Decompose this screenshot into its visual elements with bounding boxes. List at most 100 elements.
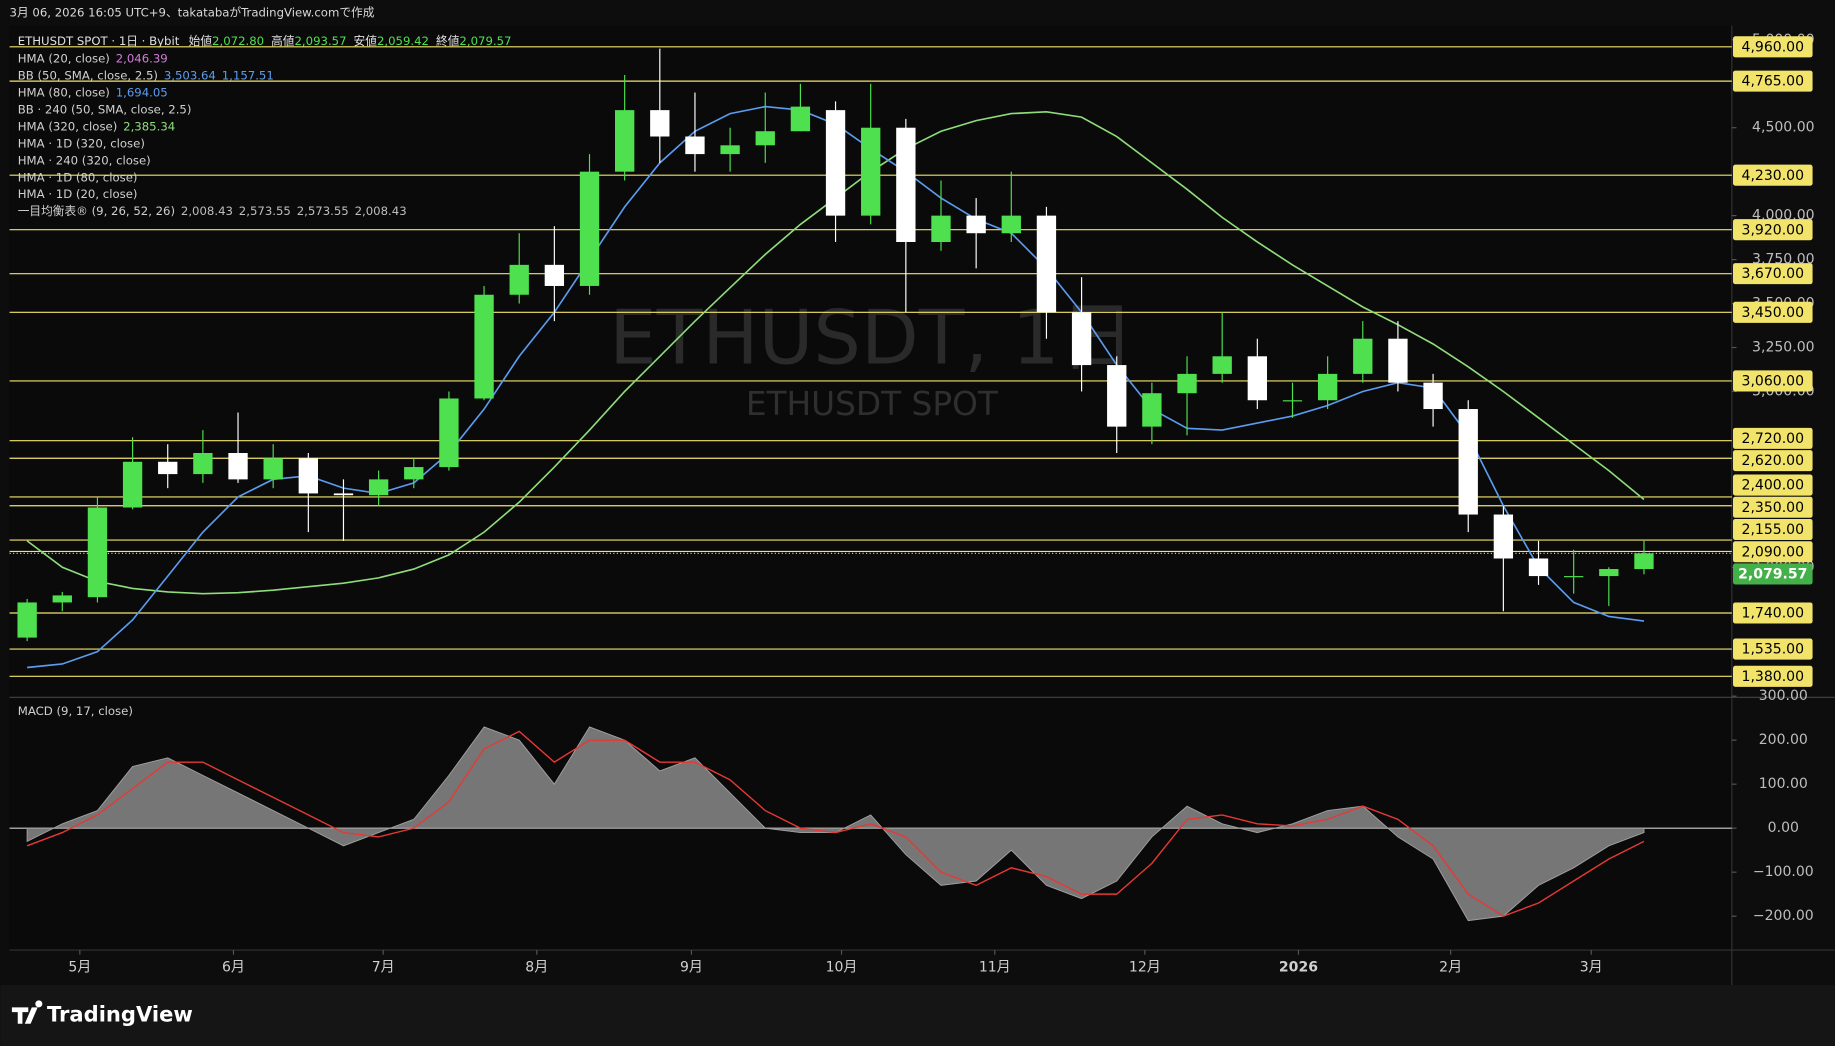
y-tick-label: 300.00 <box>1759 688 1808 704</box>
x-tick-label: 8月 <box>525 960 548 976</box>
candle-body <box>1388 338 1408 383</box>
price-tag <box>1733 427 1813 449</box>
candle-body <box>333 493 354 496</box>
price-tag-label: 2,155.00 <box>1742 522 1804 538</box>
price-tag-label: 4,765.00 <box>1742 74 1804 90</box>
price-tag <box>1733 638 1813 660</box>
candle-body <box>966 215 986 234</box>
price-tag-label: 3,920.00 <box>1742 222 1804 238</box>
candle-body <box>193 452 213 475</box>
candle-body <box>368 479 389 496</box>
price-tag <box>1733 219 1813 241</box>
candle-body <box>755 131 775 146</box>
macd-area <box>26 726 1645 922</box>
candle-body <box>1001 215 1021 234</box>
caption: 3月 06, 2026 16:05 UTC+9、takatabaがTrading… <box>10 5 375 19</box>
candle-body <box>544 264 565 286</box>
y-tick-label: 4,500.00 <box>1752 120 1814 136</box>
x-tick-label: 5月 <box>68 960 91 976</box>
x-tick-label: 6月 <box>222 960 245 976</box>
ohlc-label: 始値 <box>189 33 213 47</box>
legend-name: HMA · 1D (20, close) <box>18 187 138 201</box>
candle-body <box>1528 558 1549 577</box>
legend-name: HMA · 240 (320, close) <box>18 153 151 167</box>
price-tag-label: 1,535.00 <box>1742 642 1804 658</box>
price-tag-label: 3,060.00 <box>1742 373 1804 389</box>
legend-name: BB (50, SMA, close, 2.5) <box>18 68 158 82</box>
ohlc-value: 2,072.80 <box>212 33 264 47</box>
candle-body <box>52 595 72 603</box>
symbol-line: ETHUSDT SPOT · 1日 · Bybit 始値2,072.80 高値2,0… <box>18 33 512 47</box>
price-tag <box>1733 563 1813 585</box>
legend-name: 一目均衡表® (9, 26, 52, 26) <box>18 204 175 218</box>
brand: TradingView <box>47 1002 193 1027</box>
candle-body <box>439 398 459 468</box>
x-tick-label: 10月 <box>826 960 858 976</box>
candle-body <box>579 171 600 286</box>
price-tag <box>1733 665 1813 687</box>
watermark-subtitle: ETHUSDT SPOT <box>746 385 999 423</box>
legend-value: 1,694.05 <box>116 85 168 99</box>
legend-entry: HMA · 1D (320, close) <box>18 136 145 150</box>
candle-body <box>685 136 705 155</box>
price-tag <box>1733 164 1813 186</box>
legend-entry: HMA · 1D (20, close) <box>18 187 138 201</box>
candle-body <box>1142 393 1162 427</box>
price-tag <box>1733 370 1813 392</box>
candle-body <box>1423 382 1443 410</box>
candle-body <box>825 110 846 216</box>
price-tag <box>1733 450 1813 472</box>
x-tick-label: 3月 <box>1580 960 1603 976</box>
pane-title: MACD (9, 17, close) <box>18 704 133 718</box>
legend-value: 2,573.55 <box>297 204 349 218</box>
legend-name: HMA · 1D (80, close) <box>18 170 138 184</box>
price-tag-label: 2,079.57 <box>1738 567 1807 583</box>
price-tag-label: 2,090.00 <box>1742 544 1804 560</box>
legend-entry: HMA · 240 (320, close) <box>18 153 151 167</box>
legend-entry: HMA (20, close) 2,046.39 <box>18 51 168 65</box>
candle-body <box>158 461 178 475</box>
candle-body <box>1282 400 1303 402</box>
y-tick-label: 0.00 <box>1768 820 1799 836</box>
y-tick-label: 200.00 <box>1759 732 1808 748</box>
ohlc-value: 2,079.57 <box>459 33 511 47</box>
x-tick-label: 11月 <box>979 960 1011 976</box>
price-tag-label: 3,670.00 <box>1742 266 1804 282</box>
price-tag-label: 1,740.00 <box>1742 606 1804 622</box>
legend-name: HMA (80, close) <box>18 85 110 99</box>
candle-body <box>720 145 740 155</box>
candle-body <box>1071 312 1092 366</box>
logo-mark <box>11 1000 43 1024</box>
y-tick-label: 100.00 <box>1759 776 1808 792</box>
y-tick-label: 3,250.00 <box>1752 340 1814 356</box>
price-tag <box>1733 541 1813 563</box>
ohlc-value: 2,059.42 <box>377 33 429 47</box>
candle-body <box>1634 553 1654 570</box>
candle-body <box>1107 365 1127 427</box>
price-tag <box>1733 301 1813 323</box>
candle-body <box>509 264 529 295</box>
candle-body <box>931 215 951 243</box>
price-tag-label: 4,230.00 <box>1742 168 1804 184</box>
candle-body <box>650 110 670 137</box>
legend-value: 2,573.55 <box>239 204 291 218</box>
price-tag <box>1733 263 1813 285</box>
brand-logo: TradingView <box>11 1000 193 1027</box>
price-tag-label: 4,960.00 <box>1742 39 1804 55</box>
legend-entry: HMA · 1D (80, close) <box>18 170 138 184</box>
legend-value: 2,046.39 <box>116 51 168 65</box>
candle-body <box>1177 373 1197 394</box>
x-tick-label: 12月 <box>1129 960 1161 976</box>
candle-body <box>228 452 248 480</box>
price-tag <box>1733 36 1813 58</box>
candle-body <box>1212 356 1232 374</box>
candle-body <box>474 294 494 399</box>
candle-body <box>1353 338 1373 374</box>
legend-name: HMA (20, close) <box>18 51 110 65</box>
legend-name: HMA · 1D (320, close) <box>18 136 145 150</box>
price-tag-label: 2,400.00 <box>1742 478 1804 494</box>
price-tag <box>1733 496 1813 518</box>
x-tick-label: 2026 <box>1279 960 1318 976</box>
ohlc-value: 2,093.57 <box>295 33 347 47</box>
